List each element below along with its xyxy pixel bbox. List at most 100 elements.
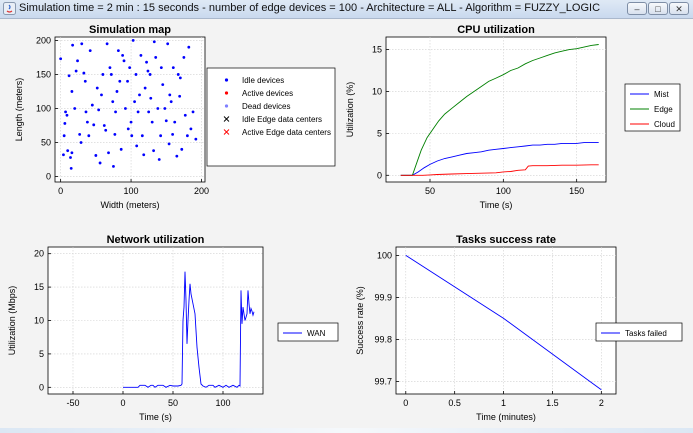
x-tick-label: 0.5 [448,398,461,408]
data-point-idle-devices [62,153,65,157]
chart-title: Network utilization [107,234,205,246]
y-tick-label: 10 [34,316,44,326]
data-point-idle-devices [180,147,184,151]
data-point-idle-devices [95,86,99,90]
legend-label-idle-edge-data-centers: Idle Edge data centers [242,115,322,124]
data-point-idle-devices [121,53,125,57]
legend-label-active-devices: Active devices [242,89,293,98]
data-point-idle-devices [171,132,175,136]
data-point-idle-devices [169,100,173,104]
data-point-idle-devices [152,149,155,153]
y-axis-label: Utilization (Mbps) [7,286,17,356]
data-point-idle-devices [136,110,140,114]
maximize-button[interactable]: □ [648,2,668,15]
chart-title: Tasks success rate [456,234,556,246]
data-point-idle-devices [74,69,78,73]
data-point-idle-devices [66,149,70,153]
data-point-idle-devices [107,151,110,155]
data-point-idle-devices [102,124,106,127]
series-line-wan [123,271,255,388]
plot-area [47,246,264,395]
series-line-mist [400,142,599,176]
series-line-tasks-failed [405,255,602,391]
data-point-idle-devices [157,158,161,161]
legend-marker-idle-edge-data-centers [223,116,230,122]
data-point-idle-devices [148,73,152,76]
data-point-idle-devices [187,45,191,49]
y-tick-label: 99.8 [374,334,392,344]
data-point-idle-devices [115,90,119,93]
chart-title: Simulation map [89,24,171,36]
y-tick-label: 0 [39,382,44,392]
data-point-idle-devices [105,42,109,46]
y-tick-label: 15 [372,45,382,55]
data-point-idle-devices [161,83,165,87]
data-point-idle-devices [126,127,130,131]
y-tick-label: 99.7 [374,376,392,386]
legend-label-idle-devices: Idle devices [242,76,284,85]
y-axis-label: Length (meters) [14,78,24,142]
x-tick-label: 0 [58,186,63,196]
data-point-idle-devices [189,127,193,131]
legend-label-edge: Edge [654,105,673,114]
legend-box [624,83,681,132]
data-point-idle-devices [146,69,150,73]
data-point-idle-devices [149,96,153,100]
data-point-idle-devices [113,132,117,136]
java-app-icon [3,2,16,15]
data-point-idle-devices [129,120,133,124]
data-point-idle-devices [64,110,67,114]
data-point-idle-devices [171,66,175,70]
legend-label-wan: WAN [307,329,326,338]
legend-marker-idle-devices [224,78,229,82]
data-point-idle-devices [138,93,141,97]
window-title: Simulation time = 2 min : 15 seconds - n… [19,2,601,14]
data-point-idle-devices [128,66,132,70]
legend-box [595,322,683,342]
data-point-idle-devices [124,107,127,110]
data-point-idle-devices [139,53,143,57]
y-tick-label: 5 [377,128,382,138]
legend-label-mist: Mist [654,90,669,99]
x-tick-label: 0 [120,398,125,408]
data-point-idle-devices [83,79,87,83]
legend-box [277,322,339,342]
plot-area [54,36,206,183]
legend-marker-active-edge-data-centers [223,129,230,135]
data-point-idle-devices [163,107,167,110]
y-tick-label: 99.9 [374,292,392,302]
close-button[interactable]: ✕ [669,2,689,15]
x-tick-label: 1.5 [546,398,559,408]
data-point-idle-devices [143,86,147,90]
data-point-idle-devices [130,134,134,138]
x-tick-label: 50 [425,186,435,196]
data-point-idle-devices [76,59,79,63]
series-line-edge [400,44,599,176]
legend-marker-dead-devices [224,104,229,108]
data-point-idle-devices [87,134,91,138]
x-axis-label: Width (meters) [100,200,159,210]
data-point-idle-devices [156,107,160,110]
data-point-idle-devices [97,108,101,112]
data-point-idle-devices [183,113,187,117]
x-tick-label: 100 [215,398,230,408]
network-utilization-chart: Network utilization -50 0 50 100 0 5 10 15 20 Time… [7,234,339,422]
data-point-idle-devices [82,71,86,75]
data-point-idle-devices [98,161,102,165]
y-tick-label: 15 [34,282,44,292]
data-point-idle-devices [133,100,136,104]
minimize-button[interactable]: – [627,2,647,15]
y-axis-label: Utilization (%) [346,82,355,138]
data-point-idle-devices [150,120,154,124]
data-point-idle-devices [118,79,122,83]
window-title-bar[interactable]: Simulation time = 2 min : 15 seconds - n… [0,0,693,19]
data-point-idle-devices [108,66,112,70]
legend-label-cloud: Cloud [654,120,675,129]
plot-marks [405,255,602,391]
data-point-idle-devices [65,113,69,117]
data-point-idle-devices [63,122,67,125]
data-point-idle-devices [194,137,198,141]
y-tick-label: 150 [36,69,51,79]
data-point-idle-devices [111,100,115,104]
x-tick-label: 0 [403,398,408,408]
